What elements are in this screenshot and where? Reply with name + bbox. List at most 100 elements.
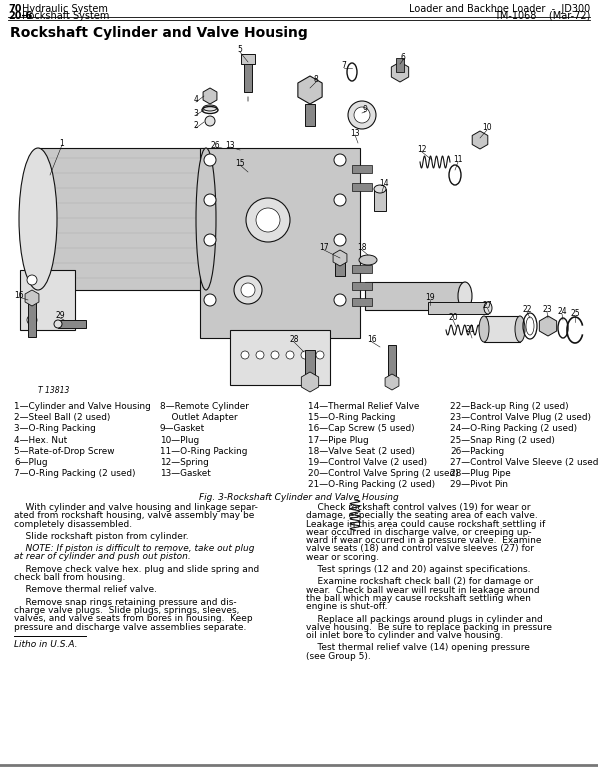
Circle shape <box>334 154 346 166</box>
Text: 12—Spring: 12—Spring <box>160 458 209 467</box>
Text: Hydraulic System: Hydraulic System <box>22 4 108 14</box>
Ellipse shape <box>359 255 377 265</box>
Text: Test springs (12 and 20) against specifications.: Test springs (12 and 20) against specifi… <box>306 565 530 574</box>
Bar <box>396 58 404 72</box>
Text: 7—O-Ring Packing (2 used): 7—O-Ring Packing (2 used) <box>14 469 136 478</box>
Text: Test thermal relief valve (14) opening pressure: Test thermal relief valve (14) opening p… <box>306 644 530 652</box>
Circle shape <box>204 154 216 166</box>
Text: wear occurred in discharge valve, or creeping up-: wear occurred in discharge valve, or cre… <box>306 528 532 537</box>
Text: Fig. 3-Rockshaft Cylinder and Valve Housing: Fig. 3-Rockshaft Cylinder and Valve Hous… <box>199 493 399 501</box>
Text: oil inlet bore to cylinder and valve housing.: oil inlet bore to cylinder and valve hou… <box>306 631 504 640</box>
Text: the ball which may cause rockshaft settling when: the ball which may cause rockshaft settl… <box>306 594 531 603</box>
Text: 23—Control Valve Plug (2 used): 23—Control Valve Plug (2 used) <box>450 413 591 422</box>
Text: 14: 14 <box>379 179 389 188</box>
Text: 20—Control Valve Spring (2 used): 20—Control Valve Spring (2 used) <box>308 469 459 478</box>
Bar <box>352 165 372 173</box>
Circle shape <box>204 194 216 206</box>
Text: 3—O-Ring Packing: 3—O-Ring Packing <box>14 424 96 434</box>
Text: 26—Packing: 26—Packing <box>450 447 504 456</box>
Text: 20-6: 20-6 <box>8 11 32 21</box>
Bar <box>365 282 465 310</box>
Text: 21—O-Ring Packing (2 used): 21—O-Ring Packing (2 used) <box>308 480 435 490</box>
Bar <box>230 330 330 385</box>
Text: (see Group 5).: (see Group 5). <box>306 651 371 661</box>
Text: 16—Cap Screw (5 used): 16—Cap Screw (5 used) <box>308 424 414 434</box>
Text: wear.  Check ball wear will result in leakage around: wear. Check ball wear will result in lea… <box>306 586 539 594</box>
Text: wear or scoring.: wear or scoring. <box>306 553 379 562</box>
Text: 17—Pipe Plug: 17—Pipe Plug <box>308 436 368 444</box>
Bar <box>305 104 315 126</box>
Text: pressure and discharge valve assemblies separate.: pressure and discharge valve assemblies … <box>14 623 246 631</box>
Text: Rockshaft System: Rockshaft System <box>22 11 109 21</box>
Text: check ball from housing.: check ball from housing. <box>14 573 126 582</box>
Text: 4: 4 <box>194 95 199 105</box>
Text: 16: 16 <box>14 290 24 300</box>
Text: 27—Control Valve Sleeve (2 used): 27—Control Valve Sleeve (2 used) <box>450 458 598 467</box>
Ellipse shape <box>54 320 62 328</box>
Bar <box>20 270 75 330</box>
Bar <box>352 183 372 191</box>
Bar <box>241 54 255 64</box>
Text: 6: 6 <box>401 53 405 62</box>
Bar <box>244 62 252 92</box>
Circle shape <box>271 351 279 359</box>
Text: 1—Cylinder and Valve Housing: 1—Cylinder and Valve Housing <box>14 402 151 411</box>
Text: Check rockshaft control valves (19) for wear or: Check rockshaft control valves (19) for … <box>306 503 530 512</box>
Text: 10: 10 <box>482 123 492 132</box>
Text: 8—Remote Cylinder: 8—Remote Cylinder <box>160 402 249 411</box>
Text: Litho in U.S.A.: Litho in U.S.A. <box>14 640 78 649</box>
Text: Rockshaft Cylinder and Valve Housing: Rockshaft Cylinder and Valve Housing <box>10 26 308 40</box>
Ellipse shape <box>203 105 217 111</box>
Bar <box>58 320 86 328</box>
Text: ward if wear occurred in a pressure valve.  Examine: ward if wear occurred in a pressure valv… <box>306 536 542 545</box>
Circle shape <box>256 351 264 359</box>
Text: 7: 7 <box>341 62 346 71</box>
Circle shape <box>256 208 280 232</box>
Ellipse shape <box>19 148 57 290</box>
Text: 17: 17 <box>319 243 329 253</box>
Ellipse shape <box>348 101 376 129</box>
Text: Remove check valve hex. plug and slide spring and: Remove check valve hex. plug and slide s… <box>14 565 260 574</box>
Text: 1: 1 <box>60 139 65 148</box>
Ellipse shape <box>354 107 370 123</box>
Text: Leakage in this area could cause rockshaft settling if: Leakage in this area could cause rocksha… <box>306 520 545 528</box>
Text: Slide rockshaft piston from cylinder.: Slide rockshaft piston from cylinder. <box>14 532 188 541</box>
Text: 24: 24 <box>557 307 567 316</box>
Text: 28—Plug Pipe: 28—Plug Pipe <box>450 469 511 478</box>
Text: valve seats (18) and control valve sleeves (27) for: valve seats (18) and control valve sleev… <box>306 544 534 554</box>
Text: 22—Back-up Ring (2 used): 22—Back-up Ring (2 used) <box>450 402 569 411</box>
Circle shape <box>334 294 346 306</box>
Text: Remove snap rings retaining pressure and dis-: Remove snap rings retaining pressure and… <box>14 598 237 607</box>
Text: Outlet Adapter: Outlet Adapter <box>160 413 237 422</box>
Text: engine is shut-off.: engine is shut-off. <box>306 602 388 611</box>
Text: 9—Gasket: 9—Gasket <box>160 424 205 434</box>
Text: Loader and Backhoe Loader  -  JD300: Loader and Backhoe Loader - JD300 <box>409 4 590 14</box>
Circle shape <box>205 116 215 126</box>
Text: 6—Plug: 6—Plug <box>14 458 47 467</box>
Text: 12: 12 <box>417 146 427 155</box>
Text: 5—Rate-of-Drop Screw: 5—Rate-of-Drop Screw <box>14 447 114 456</box>
Text: 25: 25 <box>570 310 580 319</box>
Text: 18: 18 <box>357 243 367 253</box>
Ellipse shape <box>458 282 472 310</box>
Bar <box>352 282 372 290</box>
Text: 5: 5 <box>237 45 242 55</box>
Text: With cylinder and valve housing and linkage separ-: With cylinder and valve housing and link… <box>14 503 258 512</box>
Text: charge valve plugs.  Slide plugs, springs, sleeves,: charge valve plugs. Slide plugs, springs… <box>14 606 239 615</box>
Text: ated from rockshaft housing, valve assembly may be: ated from rockshaft housing, valve assem… <box>14 511 254 521</box>
Circle shape <box>334 194 346 206</box>
Bar <box>352 298 372 306</box>
Text: at rear of cylinder and push out piston.: at rear of cylinder and push out piston. <box>14 553 191 561</box>
Text: 28: 28 <box>289 336 299 344</box>
Text: NOTE: If piston is difficult to remove, take out plug: NOTE: If piston is difficult to remove, … <box>14 544 255 553</box>
Circle shape <box>241 283 255 297</box>
Ellipse shape <box>479 316 489 342</box>
Bar <box>28 302 36 337</box>
Circle shape <box>241 351 249 359</box>
Bar <box>484 316 520 342</box>
Text: 22: 22 <box>522 306 532 314</box>
Text: 27: 27 <box>482 300 492 310</box>
Text: T 13813: T 13813 <box>38 386 69 395</box>
Text: 26: 26 <box>210 140 220 149</box>
Text: Replace all packings around plugs in cylinder and: Replace all packings around plugs in cyl… <box>306 614 543 624</box>
